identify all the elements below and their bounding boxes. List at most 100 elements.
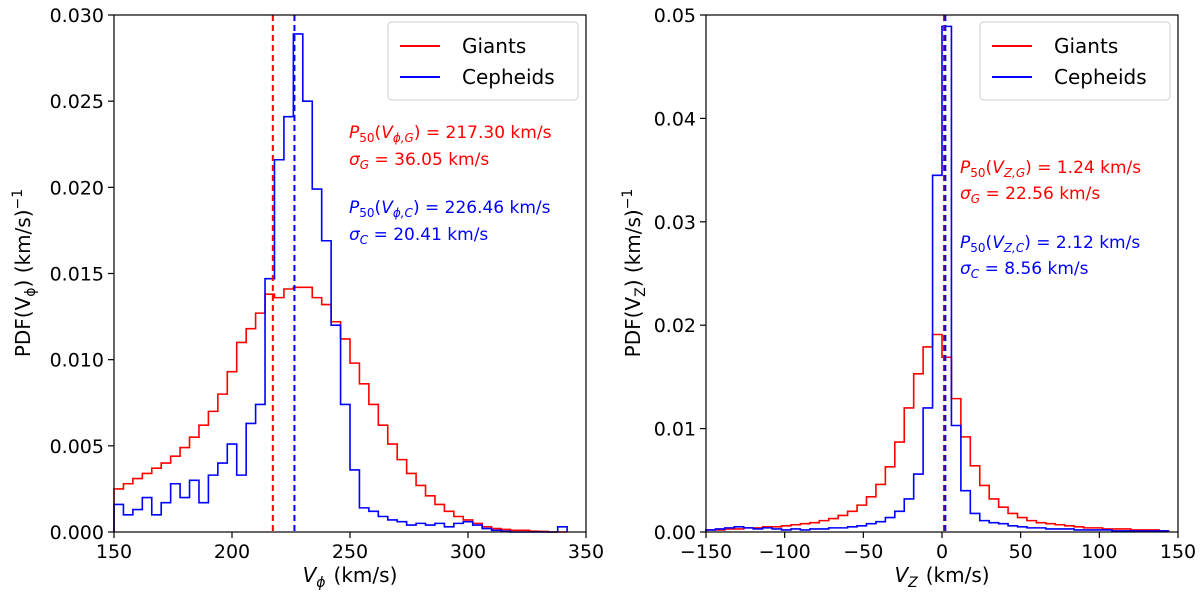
- vz-panel: −150 −100 −50 0 50 100 150 0.000.010.020.030.0…: [620, 5, 1196, 591]
- vphi-x-tick-label: 300: [450, 541, 486, 563]
- vphi-giants-bin: [331, 322, 340, 532]
- vz-y-ticks: 0.00 0.01 0.02 0.03 0.04 0.05: [654, 5, 706, 544]
- vz-cepheids-bin: [866, 524, 875, 532]
- vphi-y-axis-label: PDF(Vϕ) (km/s)−1: [10, 189, 39, 357]
- vphi-cepheids-bin: [274, 160, 283, 532]
- vphi-cepheids-bin: [133, 510, 142, 532]
- vz-x-tick-label: −100: [759, 541, 811, 563]
- vphi-y-tick-label: 0.030: [50, 5, 104, 27]
- vphi-cepheids-bin: [208, 475, 217, 532]
- vphi-giants-bin: [341, 339, 350, 532]
- vphi-giants-bin: [350, 363, 359, 532]
- vphi-giants-bin: [227, 372, 236, 532]
- vz-giants-bin: [904, 408, 913, 532]
- vphi-cepheids-bin: [350, 470, 359, 532]
- vphi-x-tick-label: 200: [214, 541, 250, 563]
- vz-cepheids-bin: [895, 511, 904, 532]
- legend-giants-label: Giants: [462, 34, 526, 58]
- vz-cepheids-bin: [961, 491, 970, 532]
- vphi-cepheids-bin: [369, 511, 378, 532]
- vphi-giants-outline: [113, 286, 568, 533]
- vz-cepheids-bin: [876, 522, 885, 532]
- vphi-x-tick-label: 250: [332, 541, 368, 563]
- vphi-giants-bin: [171, 456, 180, 532]
- vphi-x-tick-label: 150: [96, 541, 132, 563]
- vz-x-tick-label: 0: [936, 541, 948, 563]
- vz-giants-sigma-annotation: σG = 22.56 km/s: [960, 184, 1100, 206]
- vphi-giants-bin: [322, 305, 331, 532]
- vphi-cepheids-bin: [416, 523, 425, 532]
- vz-giants-bin: [876, 484, 885, 532]
- legend-cepheids-label: Cepheids: [462, 65, 555, 89]
- vphi-cepheids-bin: [397, 522, 406, 532]
- vphi-cepheids-bin: [256, 404, 265, 532]
- vphi-y-ticks: 0.000 0.005 0.010 0.015 0.020 0.025 0.030: [50, 5, 114, 544]
- vz-y-axis-label: PDF(VZ) (km/s)−1: [620, 189, 649, 358]
- vz-giants-bin: [857, 505, 866, 532]
- vphi-cepheids-bin: [359, 508, 368, 532]
- vphi-cepheids-bin: [322, 241, 331, 532]
- vz-giants-bin: [885, 467, 894, 532]
- vz-x-tick-label: −150: [680, 541, 732, 563]
- vphi-cepheids-bin: [426, 525, 435, 532]
- vz-cepheids-bin: [1008, 526, 1017, 532]
- vphi-giants-bin: [180, 448, 189, 532]
- vphi-giants-bin: [435, 504, 444, 532]
- vz-cepheids-outline: [705, 25, 1170, 532]
- vz-giants-bin: [1008, 513, 1017, 532]
- vphi-cepheids-bin: [161, 503, 170, 532]
- vz-y-tick-label: 0.01: [654, 419, 696, 441]
- vz-giants-bin: [970, 466, 979, 532]
- vphi-cepheids-bin: [388, 520, 397, 532]
- vz-legend: Giants Cepheids: [979, 21, 1171, 101]
- vz-x-tick-label: 150: [1160, 541, 1196, 563]
- vphi-median-lines: [271, 15, 296, 532]
- vphi-cepheids-outline: [113, 33, 568, 533]
- vphi-y-tick-label: 0.000: [50, 522, 104, 544]
- vphi-giants-bin: [312, 298, 321, 532]
- vphi-y-tick-label: 0.015: [50, 264, 104, 286]
- vz-giants-outline: [705, 333, 1170, 532]
- vphi-cepheids-bin: [378, 516, 387, 532]
- vphi-cepheids-bin: [303, 101, 312, 532]
- vphi-cepheids-bin: [407, 525, 416, 532]
- vz-cepheids-bin: [904, 499, 913, 532]
- vphi-cepheids-histogram: [113, 33, 568, 533]
- vz-giants-histogram: [705, 333, 1170, 532]
- vz-giants-bin: [782, 526, 791, 532]
- vphi-cepheids-bin: [341, 404, 350, 532]
- vphi-giants-bin: [190, 437, 199, 532]
- vphi-cepheids-bin: [190, 480, 199, 532]
- vphi-cepheids-bin: [463, 522, 472, 532]
- vz-cepheids-bin: [885, 518, 894, 532]
- vphi-legend: Giants Cepheids: [387, 21, 579, 101]
- vz-cepheids-bin: [970, 513, 979, 532]
- vphi-x-axis-label: Vϕ (km/s): [303, 563, 398, 591]
- vphi-cepheids-bin: [123, 515, 132, 532]
- vz-cepheids-bin: [857, 526, 866, 532]
- vphi-giants-bin: [133, 479, 142, 532]
- vz-cepheids-bin: [923, 408, 932, 532]
- vphi-giants-bin: [274, 298, 283, 532]
- vphi-cepheids-bin: [331, 325, 340, 532]
- vphi-giants-bin: [246, 329, 255, 532]
- vphi-cepheids-bin: [284, 117, 293, 532]
- vphi-giants-bin: [369, 404, 378, 532]
- vz-giants-bin: [951, 399, 960, 532]
- vphi-giants-bin: [123, 484, 132, 532]
- vphi-giants-bin: [142, 473, 151, 532]
- vz-x-ticks: −150 −100 −50 0 50 100 150: [680, 532, 1196, 563]
- vphi-giants-bin: [388, 444, 397, 532]
- vphi-y-tick-label: 0.025: [50, 91, 104, 113]
- vz-x-tick-label: 100: [1081, 541, 1117, 563]
- legend-cepheids-label: Cepheids: [1054, 65, 1147, 89]
- vphi-cepheids-bin: [454, 523, 463, 532]
- vphi-giants-bin: [284, 289, 293, 532]
- vz-cepheids-histogram: [705, 25, 1170, 532]
- vphi-giants-bin: [237, 342, 246, 532]
- vz-giants-bin: [923, 347, 932, 532]
- vphi-cepheids-bin: [218, 463, 227, 532]
- vphi-panel: 150 200 250 300 350 0.000 0.005 0.010 0.015 0.02…: [10, 5, 604, 591]
- vphi-giants-bin: [359, 384, 368, 532]
